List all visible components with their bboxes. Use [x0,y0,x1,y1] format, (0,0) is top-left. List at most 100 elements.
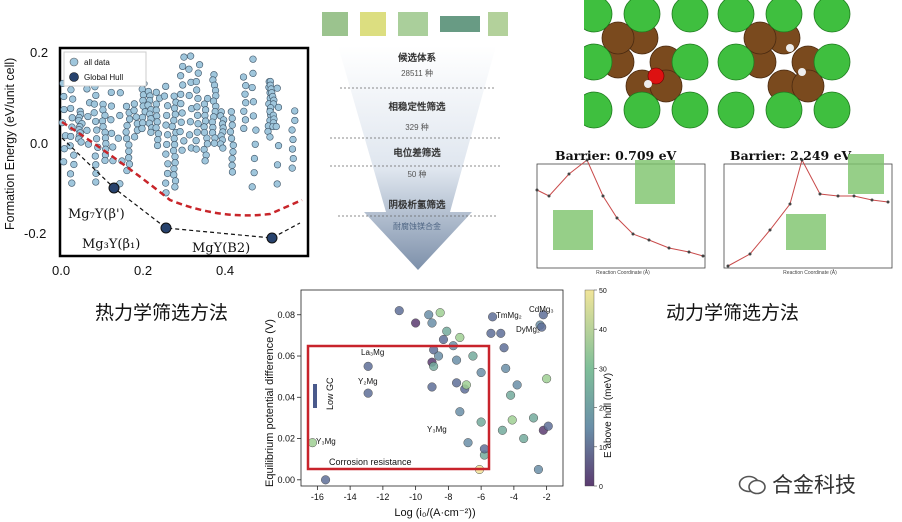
left-data-point [228,168,237,176]
left-data-point [70,160,78,169]
left-data-point [168,122,176,131]
mg-atom [584,0,613,33]
left-data-point [171,177,180,185]
metal-atom [601,21,635,55]
stage-count-candidates: 28511 种 [401,68,433,78]
energy-point [585,158,589,162]
left-data-point [242,99,250,107]
left-data-point [248,83,256,92]
left-data-point [288,145,297,153]
label-dymg2: DyMg₂ [516,325,540,334]
left-data-point [92,91,100,100]
mg-atom [671,0,709,33]
energy-point [852,194,856,198]
energy-point [886,200,890,204]
global-hull-line [61,137,301,239]
left-data-point [67,86,75,94]
barrier-plot-2: Barrier: 2.249 eV Reaction Coordinate (Å… [723,148,893,276]
left-data-point [66,170,75,178]
barrier-title-1: Barrier: 0.709 eV [555,148,677,163]
scatter-point [438,334,449,345]
energy-point [687,250,691,254]
left-data-point [67,132,75,141]
bottom-xtick: -12 [376,492,389,502]
left-data-point [68,114,76,122]
left-data-point [239,73,248,81]
left-data-point [227,108,235,116]
energy-point [547,194,551,198]
inset-structure-1a [553,210,593,250]
left-data-point [219,144,227,152]
left-data-point [163,140,171,149]
stage-count-phase: 329 种 [405,122,429,132]
left-data-point [107,88,115,97]
energy-path-2-points [726,158,890,268]
scatter-point [543,421,553,431]
left-data-point [116,111,124,120]
left-axis-ticks: 0.2 0.0 -0.2 0.0 0.2 0.4 [24,45,234,278]
left-data-point [170,92,178,100]
scatter-point [455,332,465,343]
left-data-point [125,147,133,155]
left-data-point [60,92,68,101]
energy-point [748,252,752,256]
left-data-point [171,110,179,118]
left-data-point [170,171,178,179]
mg-atom [623,0,661,33]
left-data-point [164,131,172,139]
left-data-point [204,94,212,103]
inset-structure-1b [635,160,675,204]
left-data-point [187,52,195,60]
scatter-point [506,390,516,400]
scatter-point [452,355,462,365]
left-data-point [60,105,68,114]
left-data-point [192,137,200,145]
left-xtick: 0.2 [134,263,152,278]
bottom-ytick: 0.04 [277,392,295,402]
caption-kinetic: 动力学筛选方法 [666,302,800,324]
left-data-point [153,141,162,150]
energy-path-2 [727,158,889,267]
stage-title-candidates: 候选体系 [398,52,437,64]
structure-oh-adsorbed [584,0,709,129]
left-ylabel: Formation Energy (eV/unit cell) [3,58,17,230]
left-data-point [132,113,140,121]
left-data-point [114,134,122,142]
stage-title-phase: 相稳定性筛选 [388,101,446,113]
hull-point-mgy [266,232,278,244]
left-data-point [109,143,117,151]
left-data-point [177,90,185,98]
scatter-point [442,326,452,336]
hydrogen-atom [786,44,794,52]
mg-atom [717,91,755,129]
left-data-point [90,109,98,117]
colorbar-tick: 10 [599,445,607,452]
left-data-point [122,102,131,110]
left-data-point [162,150,170,158]
scatter-point [497,425,507,435]
colorbar-tick: 30 [599,366,607,373]
left-data-point [170,134,178,143]
left-data-point [92,135,101,143]
left-data-point [163,169,172,178]
left-data-point [163,102,172,110]
gc-hull-curve [61,120,303,217]
left-data-point [203,140,212,148]
energy-point [701,254,705,258]
bottom-xtick: -4 [510,492,518,502]
left-data-point [210,139,218,147]
left-data-point [77,138,85,146]
bottom-ylabel: Equilibrium potential difference (V) [264,319,276,487]
left-data-point [185,91,193,100]
left-data-point [201,157,209,165]
scatter-point [499,343,509,353]
left-data-point [90,100,98,108]
left-data-point [185,131,194,139]
label-y2mg: Y₂Mg [358,377,378,386]
hydrogen-atom [644,80,652,88]
funnel-body [338,46,496,270]
inset-structure-2b [786,214,826,250]
scatter-point [411,318,421,328]
colorbar-tick: 50 [599,288,607,295]
scatter-point [476,417,486,427]
